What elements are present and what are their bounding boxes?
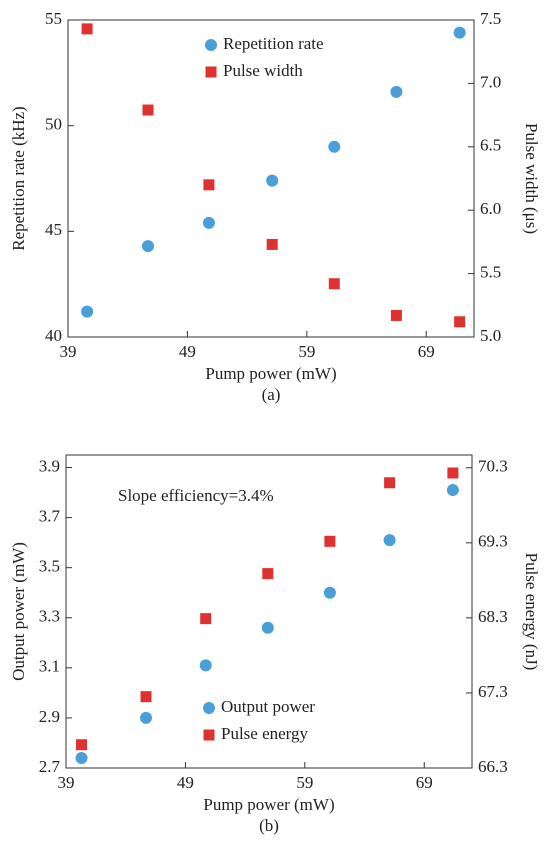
y-tick-label: 3.5 bbox=[39, 557, 60, 576]
x-tick-label: 49 bbox=[177, 773, 194, 792]
point bbox=[328, 140, 341, 153]
plot-frame bbox=[67, 19, 475, 338]
x-tick-label: 39 bbox=[60, 342, 77, 361]
y-tick-label: 3.7 bbox=[39, 507, 61, 526]
point bbox=[453, 26, 466, 39]
point bbox=[323, 586, 336, 599]
y-tick-label: 3.1 bbox=[39, 657, 60, 676]
caption: (a) bbox=[262, 385, 281, 404]
point bbox=[390, 85, 403, 98]
point bbox=[383, 534, 396, 547]
point bbox=[140, 691, 152, 703]
x-tick-label: 59 bbox=[298, 342, 315, 361]
y2-tick-label: 5.0 bbox=[480, 326, 501, 345]
point bbox=[262, 568, 274, 580]
point bbox=[76, 739, 88, 751]
point bbox=[447, 467, 459, 479]
legend-marker bbox=[203, 729, 215, 741]
legend-label: Pulse energy bbox=[221, 724, 309, 743]
x-axis-label: Pump power (mW) bbox=[203, 795, 334, 814]
y2-tick-label: 67.3 bbox=[478, 682, 508, 701]
point bbox=[328, 278, 340, 290]
point bbox=[200, 613, 212, 625]
point bbox=[384, 477, 396, 489]
point bbox=[75, 751, 88, 764]
point bbox=[142, 240, 155, 253]
x-tick-label: 49 bbox=[179, 342, 196, 361]
point bbox=[203, 179, 215, 191]
y-tick-label: 50 bbox=[45, 115, 62, 134]
point bbox=[199, 659, 212, 672]
y2-tick-label: 70.3 bbox=[478, 457, 508, 476]
point bbox=[266, 238, 278, 250]
y2-tick-label: 69.3 bbox=[478, 532, 508, 551]
y-tick-label: 45 bbox=[45, 220, 62, 239]
x-tick-label: 69 bbox=[418, 342, 435, 361]
x-tick-label: 59 bbox=[296, 773, 313, 792]
y2-tick-label: 66.3 bbox=[478, 757, 508, 776]
y-tick-label: 55 bbox=[45, 9, 62, 28]
annotation: Slope efficiency=3.4% bbox=[118, 486, 274, 505]
y2-tick-label: 68.3 bbox=[478, 607, 508, 626]
y-tick-label: 3.3 bbox=[39, 607, 60, 626]
point bbox=[202, 216, 215, 229]
y2-tick-label: 6.5 bbox=[480, 136, 501, 155]
y2-axis-label: Pulse energy (nJ) bbox=[522, 553, 541, 671]
y-axis-label: Output power (mW) bbox=[9, 542, 28, 681]
y-tick-label: 40 bbox=[45, 326, 62, 345]
legend-label: Repetition rate bbox=[223, 34, 324, 53]
point bbox=[266, 174, 279, 187]
point bbox=[324, 535, 336, 547]
x-tick-label: 39 bbox=[58, 773, 75, 792]
point bbox=[390, 309, 402, 321]
y2-axis-label: Pulse width (μs) bbox=[522, 123, 541, 234]
point bbox=[81, 305, 94, 318]
x-axis-label: Pump power (mW) bbox=[205, 364, 336, 383]
caption: (b) bbox=[259, 816, 279, 835]
y-tick-label: 3.9 bbox=[39, 456, 60, 475]
legend-label: Pulse width bbox=[223, 61, 303, 80]
point bbox=[81, 23, 93, 35]
point bbox=[261, 621, 274, 634]
x-tick-label: 69 bbox=[416, 773, 433, 792]
y-axis-label: Repetition rate (kHz) bbox=[9, 106, 28, 250]
point bbox=[446, 484, 459, 497]
y2-tick-label: 7.0 bbox=[480, 72, 501, 91]
legend-marker bbox=[205, 39, 217, 51]
point bbox=[142, 104, 154, 116]
y2-tick-label: 6.0 bbox=[480, 199, 501, 218]
point bbox=[454, 316, 466, 328]
plot-frame bbox=[65, 454, 473, 769]
y2-tick-label: 7.5 bbox=[480, 9, 501, 28]
legend-marker bbox=[203, 702, 215, 714]
y-tick-label: 2.7 bbox=[39, 757, 61, 776]
y2-tick-label: 5.5 bbox=[480, 263, 501, 282]
legend-marker bbox=[205, 66, 217, 78]
legend-label: Output power bbox=[221, 697, 315, 716]
point bbox=[140, 711, 153, 724]
y-tick-label: 2.9 bbox=[39, 707, 60, 726]
